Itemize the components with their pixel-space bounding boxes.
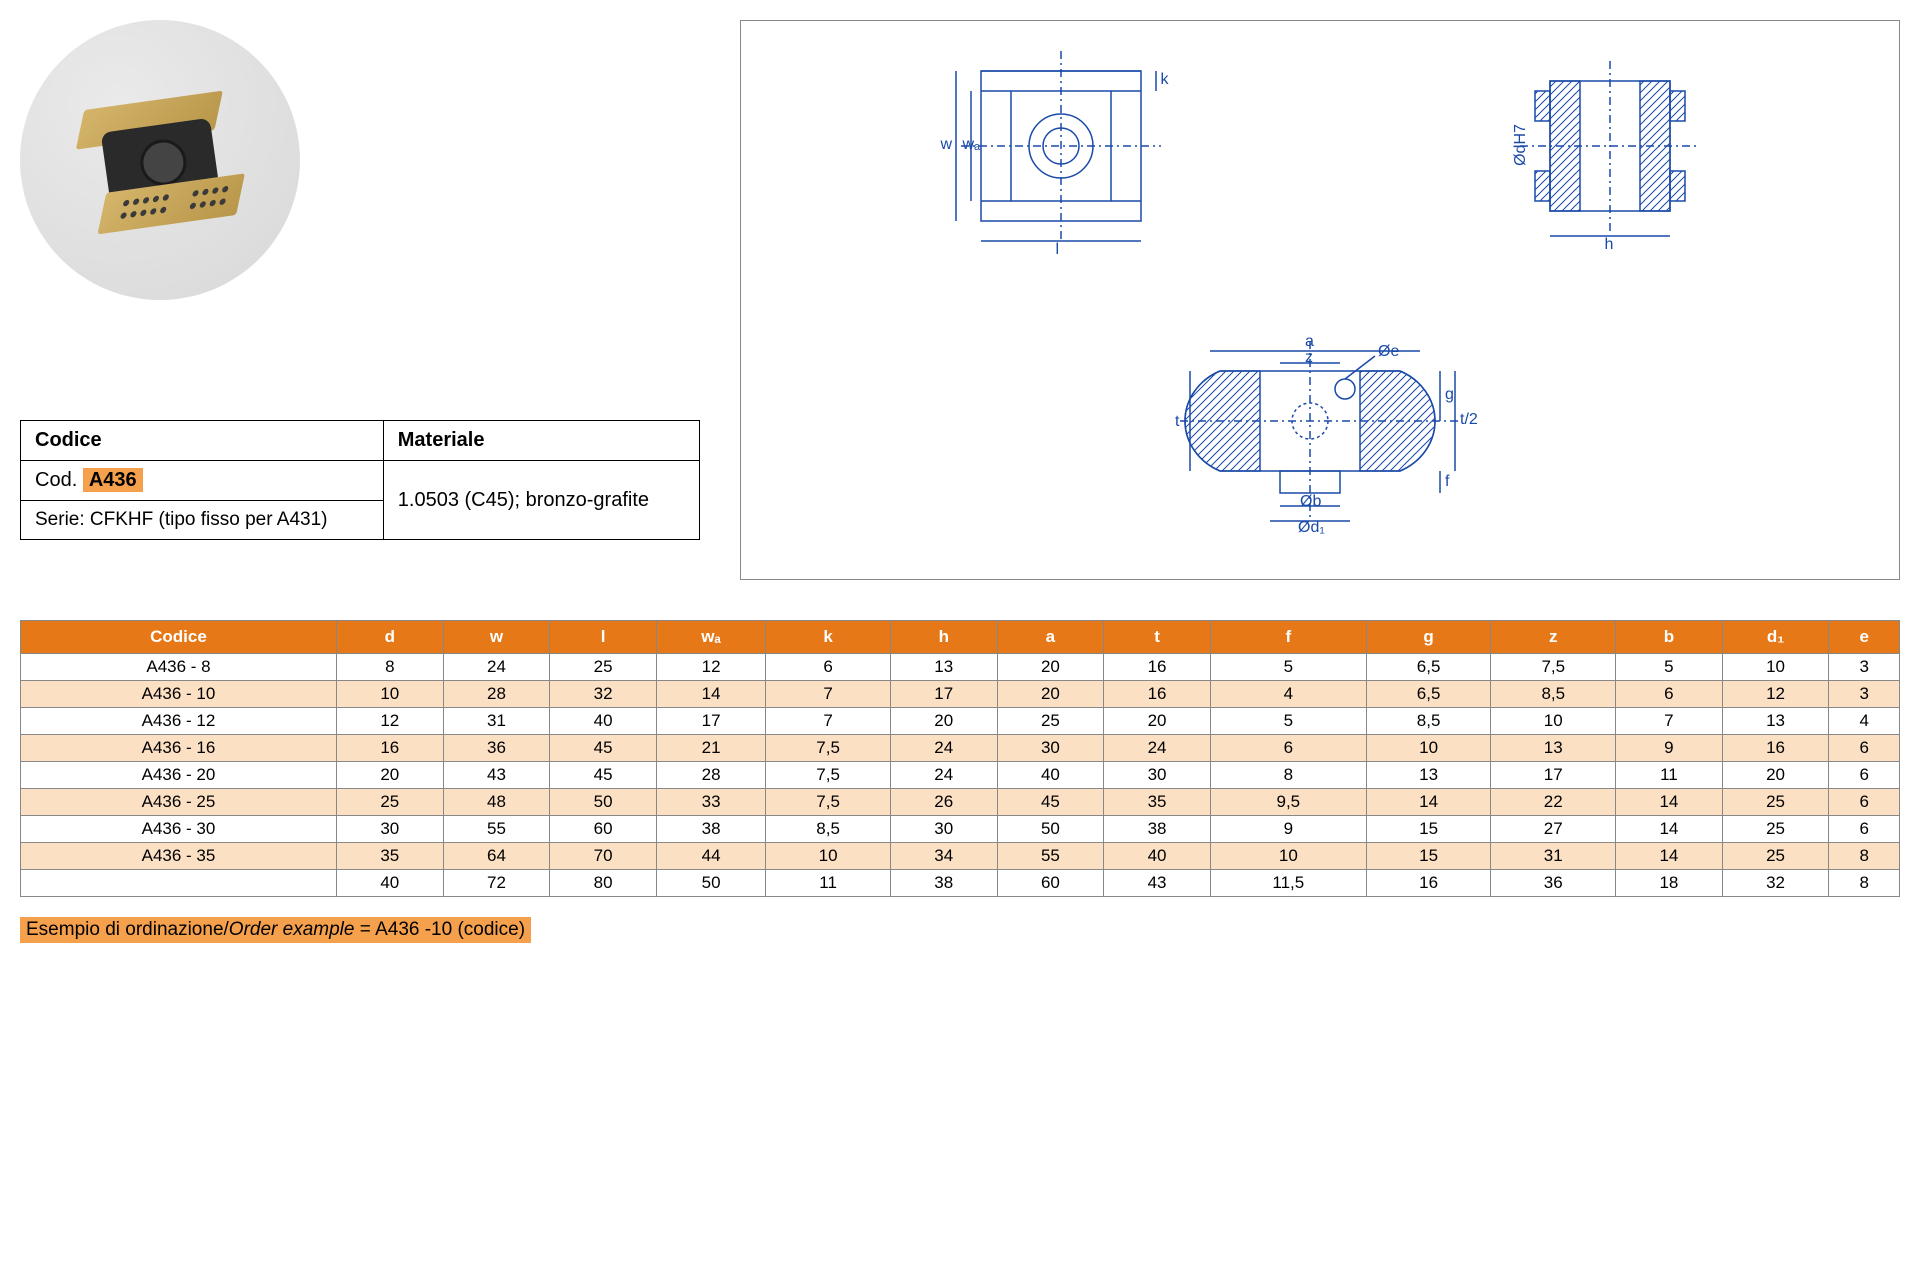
drawing-top-view	[921, 41, 1181, 261]
product-image	[20, 20, 300, 300]
data-col-2: w	[443, 621, 550, 654]
data-col-8: t	[1104, 621, 1211, 654]
order-example: Esempio di ordinazione/Order example = A…	[20, 917, 531, 943]
data-col-13: d₁	[1722, 621, 1829, 654]
table-row: A436 - 1212314017720252058,5107134	[21, 708, 1900, 735]
table-row: A436 - 1010283214717201646,58,56123	[21, 681, 1900, 708]
info-header-material: Materiale	[383, 421, 699, 461]
technical-drawing-box: w wₐ k l	[740, 20, 1900, 580]
data-col-0: Codice	[21, 621, 337, 654]
table-row: A436 - 25254850337,52645359,5142214256	[21, 789, 1900, 816]
data-col-6: h	[890, 621, 997, 654]
info-code-cell: Cod. A436	[21, 461, 384, 501]
data-col-11: z	[1491, 621, 1616, 654]
data-col-9: f	[1210, 621, 1366, 654]
product-render	[57, 82, 263, 237]
table-row: A436 - 20204345287,52440308131711206	[21, 762, 1900, 789]
data-col-1: d	[336, 621, 443, 654]
info-table: Codice Materiale Cod. A436 1.0503 (C45);…	[20, 420, 700, 540]
data-col-14: e	[1829, 621, 1900, 654]
data-col-5: k	[766, 621, 891, 654]
drawing-side-view	[1500, 41, 1720, 261]
data-col-12: b	[1616, 621, 1723, 654]
code-highlight: A436	[83, 468, 143, 492]
data-col-3: l	[550, 621, 657, 654]
table-row: A436 - 35356470441034554010153114258	[21, 843, 1900, 870]
table-row: 407280501138604311,5163618328	[21, 870, 1900, 897]
table-row: A436 - 30305560388,53050389152714256	[21, 816, 1900, 843]
table-row: A436 - 16163645217,5243024610139166	[21, 735, 1900, 762]
data-table: Codicedwlwₐkhatfgzbd₁e A436 - 8824251261…	[20, 620, 1900, 897]
info-header-code: Codice	[21, 421, 384, 461]
data-col-7: a	[997, 621, 1104, 654]
data-col-10: g	[1366, 621, 1491, 654]
info-material-cell: 1.0503 (C45); bronzo-grafite	[383, 461, 699, 540]
table-row: A436 - 88242512613201656,57,55103	[21, 654, 1900, 681]
info-serie-cell: Serie: CFKHF (tipo fisso per A431)	[21, 501, 384, 540]
data-col-4: wₐ	[656, 621, 765, 654]
